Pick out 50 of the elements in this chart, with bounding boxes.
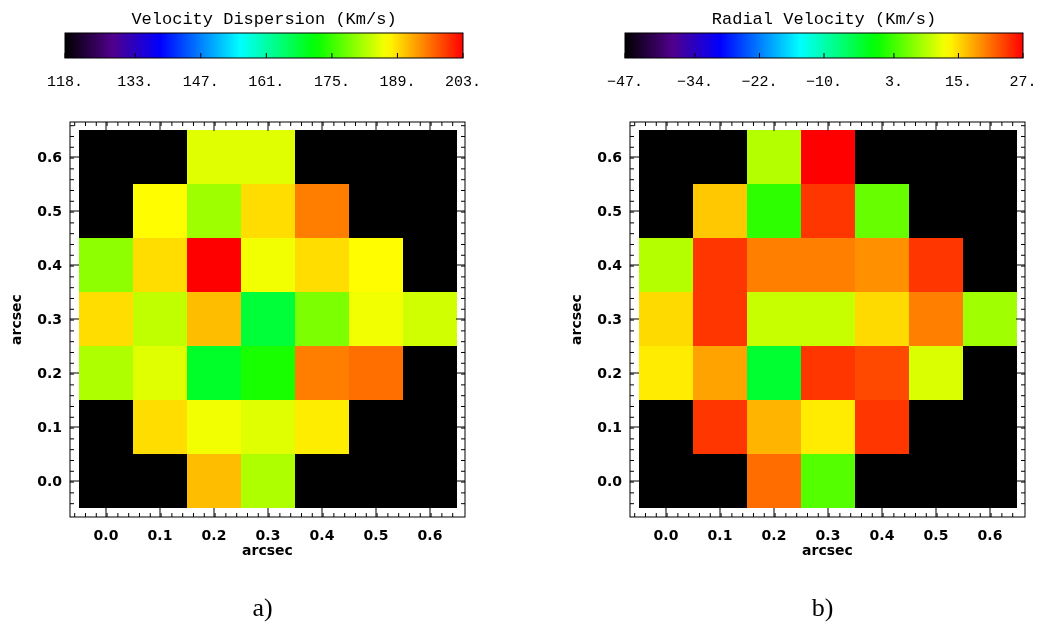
y-axis-title: arcsec	[8, 294, 24, 345]
color-bar-label: 175.	[313, 74, 350, 91]
y-tick-label: 0.4	[597, 257, 623, 273]
color-bar-label: 118.	[46, 74, 84, 91]
y-tick-label: 0.0	[37, 473, 63, 489]
x-tick-label: 0.4	[869, 527, 895, 543]
y-tick-label: 0.5	[37, 203, 62, 219]
text: a)	[252, 593, 273, 622]
y-tick-label: 0.2	[597, 365, 622, 381]
x-tick-label: 0.4	[309, 527, 335, 543]
x-tick-label: 0.2	[761, 527, 787, 543]
color-bar-label: 15.	[944, 74, 972, 91]
text: b)	[811, 593, 834, 622]
y-tick-label: 0.3	[597, 311, 622, 327]
x-tick-label: 0.3	[815, 527, 841, 543]
y-axis-title: arcsec	[568, 294, 584, 345]
color-bar-label: 189.	[379, 74, 416, 91]
color-bar-label: −10.	[805, 74, 843, 91]
x-tick-label: 0.6	[977, 527, 1003, 543]
y-tick-label: 0.6	[597, 149, 622, 165]
color-bar-label: −47.	[606, 74, 644, 91]
y-tick-label: 0.1	[597, 419, 622, 435]
x-tick-label: 0.1	[707, 527, 733, 543]
y-tick-label: 0.3	[37, 311, 62, 327]
x-axis-title: arcsec	[802, 542, 853, 558]
color-bar-label: 161.	[248, 74, 285, 91]
x-tick-label: 0.2	[201, 527, 227, 543]
y-tick-label: 0.0	[597, 473, 623, 489]
color-bar-label: 27.	[1009, 74, 1037, 91]
color-bar-label: −22.	[741, 74, 778, 91]
y-tick-label: 0.2	[37, 365, 62, 381]
x-axis-title: arcsec	[242, 542, 293, 558]
y-tick-label: 0.6	[37, 149, 62, 165]
x-tick-label: 0.3	[255, 527, 281, 543]
y-tick-label: 0.1	[37, 419, 62, 435]
x-tick-label: 0.0	[653, 527, 679, 543]
color-bar-label: 203.	[444, 74, 482, 91]
color-bar-label: 133.	[117, 74, 154, 91]
color-bar-title: Velocity Dispersion (Km/s)	[131, 10, 397, 29]
x-tick-label: 0.5	[923, 527, 949, 543]
x-tick-label: 0.1	[147, 527, 173, 543]
color-bar-label: 147.	[182, 74, 219, 91]
x-tick-label: 0.0	[93, 527, 119, 543]
x-tick-label: 0.6	[417, 527, 443, 543]
y-tick-label: 0.5	[597, 203, 622, 219]
y-tick-label: 0.4	[37, 257, 63, 273]
color-bar-title: Radial Velocity (Km/s)	[711, 10, 937, 29]
x-tick-label: 0.5	[363, 527, 389, 543]
color-bar-label: −34.	[676, 74, 713, 91]
color-bar-label: 3.	[884, 74, 903, 91]
